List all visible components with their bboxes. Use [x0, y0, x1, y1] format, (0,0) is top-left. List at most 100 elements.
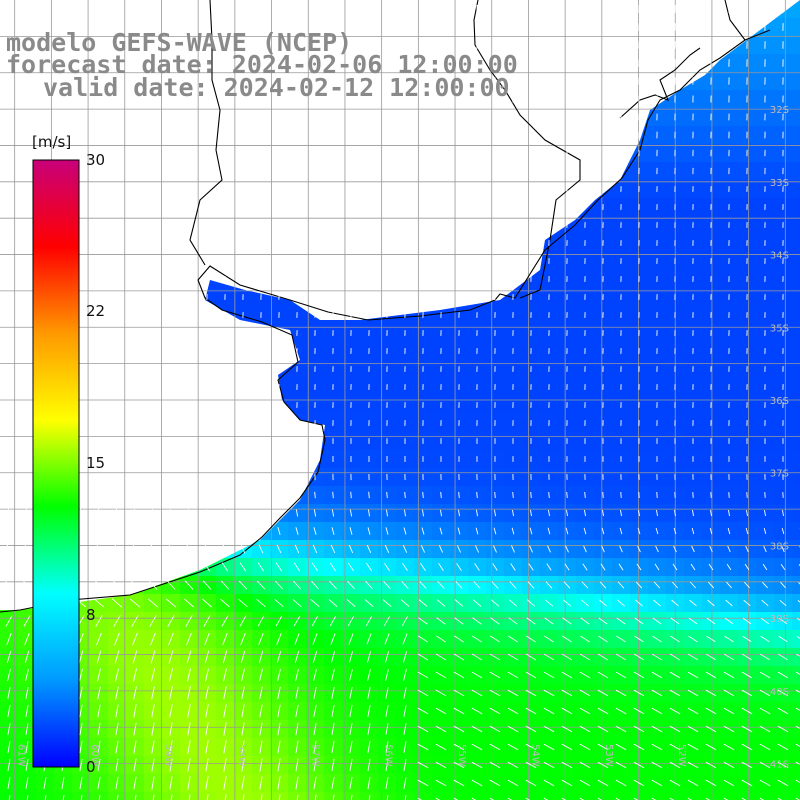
wind-vector [7, 759, 11, 771]
wind-vector [96, 543, 102, 555]
wind-vector [8, 490, 10, 500]
wind-vector [97, 704, 101, 718]
wind-vector [331, 758, 335, 772]
wind-vector [93, 598, 105, 608]
wind-vector [313, 758, 317, 772]
wind-vector [584, 509, 586, 517]
wind-vector [349, 723, 353, 735]
wind-vector [97, 758, 101, 772]
wind-vector [240, 544, 246, 554]
wind-vector [638, 509, 640, 517]
wind-speed-cell [792, 558, 800, 577]
wind-vector [295, 686, 299, 700]
wind-vector [4, 580, 14, 590]
wind-vector [566, 491, 568, 499]
wind-vector [348, 544, 354, 554]
wind-vector [293, 615, 301, 627]
wind-vector [417, 743, 429, 751]
wind-vector [526, 635, 536, 643]
wind-vector [490, 599, 500, 607]
longitude-label: 56W [383, 744, 394, 767]
wind-vector [579, 779, 591, 787]
wind-vector [475, 527, 479, 535]
wind-vector [61, 777, 65, 789]
wind-vector [403, 669, 407, 681]
wind-vector [205, 758, 209, 772]
wind-vector [761, 599, 769, 607]
wind-speed-cell [792, 216, 800, 235]
wind-vector [565, 527, 569, 535]
wind-vector [168, 668, 174, 682]
wind-vector [313, 776, 317, 790]
wind-vector [206, 794, 209, 800]
wind-speed-cell [396, 792, 415, 800]
wind-vector [777, 797, 783, 800]
wind-vector [204, 544, 210, 554]
wind-speed-cell [792, 108, 800, 127]
wind-speed-cell [792, 378, 800, 397]
wind-vector [633, 779, 645, 787]
wind-vector [187, 758, 191, 772]
latitude-label: 37S [770, 469, 789, 480]
wind-vector [79, 740, 83, 754]
wind-vector [205, 704, 209, 718]
wind-vector [778, 617, 788, 625]
wind-vector [258, 544, 264, 554]
colorbar [32, 159, 80, 768]
wind-vector [651, 743, 663, 751]
wind-speed-cell [540, 792, 559, 800]
wind-vector [561, 725, 573, 733]
wind-vector [529, 545, 533, 553]
wind-vector [688, 635, 698, 643]
wind-vector [386, 491, 388, 499]
wind-vector [187, 776, 191, 790]
wind-vector [456, 545, 462, 553]
wind-vector [618, 563, 624, 571]
wind-vector [634, 635, 644, 643]
wind-vector [742, 635, 752, 643]
wind-vector [745, 545, 749, 553]
wind-vector [259, 722, 263, 736]
colorbar-tick-8: 8 [86, 606, 96, 624]
wind-vector [220, 580, 230, 590]
wind-vector [760, 635, 770, 643]
wind-vector [240, 633, 246, 645]
wind-vector [508, 599, 518, 607]
wind-vector [132, 543, 138, 555]
wind-vector [453, 653, 465, 661]
wind-vector [79, 525, 83, 537]
wind-vector [348, 633, 354, 645]
land-mask [0, 0, 800, 610]
wind-vector [204, 650, 210, 664]
wind-speed-cell [792, 18, 800, 37]
wind-vector [328, 599, 338, 607]
wind-vector [651, 797, 657, 800]
longitude-label: 55W [456, 744, 467, 767]
wind-vector [525, 725, 537, 733]
wind-vector [205, 740, 209, 754]
wind-vector [151, 758, 155, 772]
colorbar-tick-22: 22 [86, 302, 106, 320]
longitude-label: 60W [89, 744, 100, 767]
wind-vector [111, 598, 123, 608]
wind-vector [507, 779, 519, 787]
wind-vector [489, 743, 501, 751]
wind-vector [455, 581, 463, 589]
wind-vector [708, 563, 714, 571]
wind-vector [688, 617, 698, 625]
wind-vector [349, 687, 353, 699]
wind-vector [258, 633, 264, 645]
wind-vector [744, 563, 750, 571]
wind-vector [777, 671, 789, 679]
wind-vector [457, 527, 461, 535]
wind-vector [580, 617, 590, 625]
wind-vector [633, 797, 639, 800]
wind-vector [115, 686, 119, 700]
wind-speed-cell [576, 792, 595, 800]
wind-vector [579, 743, 591, 751]
wind-vector [151, 526, 155, 536]
wind-vector [436, 599, 446, 607]
wind-vector [346, 599, 356, 607]
wind-vector [186, 632, 192, 646]
wind-vector [687, 761, 699, 769]
